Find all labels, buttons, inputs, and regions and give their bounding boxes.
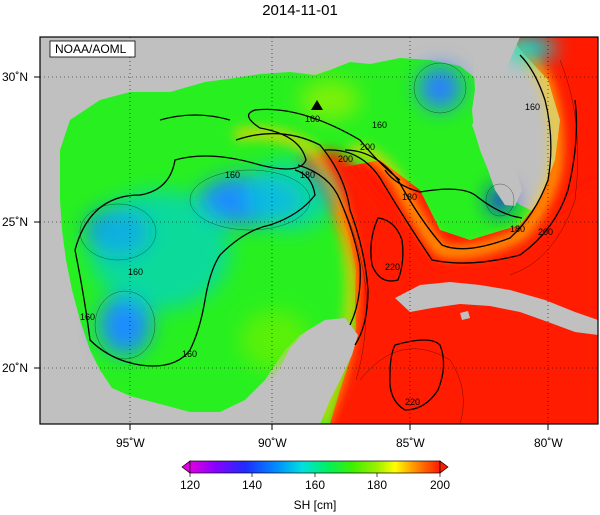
graticule xyxy=(40,37,598,424)
contour-label-160-south: 160 xyxy=(182,349,197,359)
cyan-band xyxy=(90,190,230,310)
map-frame xyxy=(39,36,599,425)
contour-label-160-panhandle: 160 xyxy=(372,120,387,130)
contour-label-160-west: 160 xyxy=(128,267,143,277)
credit-label: NOAA/AOML xyxy=(55,42,127,56)
colorbar-ticks xyxy=(189,473,441,477)
triangle-marker xyxy=(311,100,323,110)
lat-tick-30n: 30˚N xyxy=(2,70,28,84)
colorbar-min-arrow xyxy=(181,460,191,474)
contour-label-200-panhandle: 200 xyxy=(360,142,375,152)
contour-label-160-coast: 160 xyxy=(80,312,95,322)
colorbar-max-arrow xyxy=(439,460,449,474)
lat-tick-25n: 25˚N xyxy=(2,215,28,229)
isle-of-youth xyxy=(460,311,470,320)
credit-box xyxy=(49,40,136,58)
bahamas-land xyxy=(522,148,532,160)
low-anomaly-northeast xyxy=(418,66,462,110)
lon-tick-80w: 80˚W xyxy=(534,436,563,450)
tick-marks xyxy=(34,76,549,430)
colorbar-tick-200: 200 xyxy=(430,478,450,492)
colorbar xyxy=(189,460,441,474)
contour-label-180-east: 180 xyxy=(402,192,417,202)
contour-label-180-central: 180 xyxy=(300,170,315,180)
colorbar-tick-120: 120 xyxy=(180,478,200,492)
contour-label-220-caribbean: 220 xyxy=(405,397,420,407)
lon-tick-95w: 95˚W xyxy=(116,436,145,450)
contour-label-200-florida: 200 xyxy=(538,227,553,237)
colorbar-tick-180: 180 xyxy=(367,478,387,492)
cyan-northeast-corner xyxy=(505,37,555,60)
contour-label-200-north: 200 xyxy=(338,154,353,164)
colorbar-label: SH [cm] xyxy=(294,498,337,512)
lon-tick-90w: 90˚W xyxy=(258,436,287,450)
contour-label-160-north: 160 xyxy=(305,114,320,124)
colorbar-tick-140: 140 xyxy=(242,478,262,492)
colorbar-tick-160: 160 xyxy=(305,478,325,492)
contour-label-160-florida: 160 xyxy=(525,102,540,112)
florida-land xyxy=(472,37,522,206)
contour-lines xyxy=(74,54,578,411)
cuba-land xyxy=(395,282,598,335)
contour-label-220-loop: 220 xyxy=(385,262,400,272)
lat-tick-20n: 20˚N xyxy=(2,361,28,375)
low-anomaly-southwest xyxy=(99,295,151,355)
contour-label-160-central: 160 xyxy=(225,170,240,180)
lon-tick-85w: 85˚W xyxy=(396,436,425,450)
map-title: 2014-11-01 xyxy=(262,2,338,19)
contour-label-180-strait: 180 xyxy=(510,224,525,234)
florida-current-edge xyxy=(349,40,562,258)
cyan-band-east xyxy=(245,160,335,230)
minor-contours xyxy=(79,59,579,424)
yucatan-land xyxy=(240,318,358,424)
